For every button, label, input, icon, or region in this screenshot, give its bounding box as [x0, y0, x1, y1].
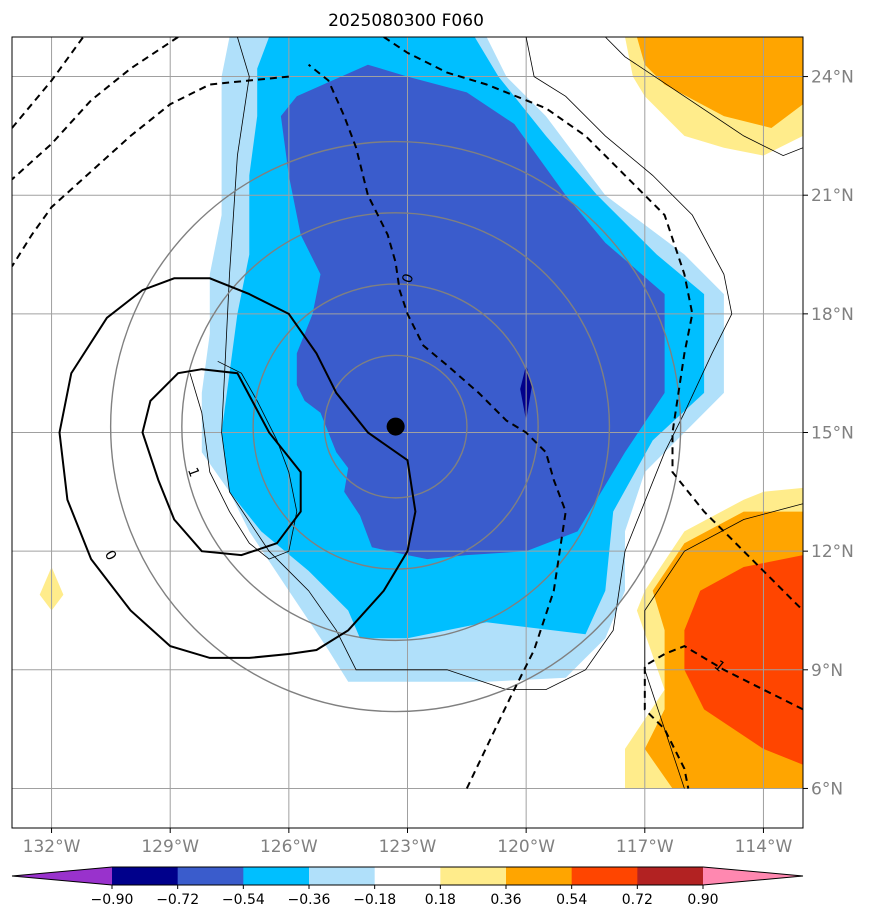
thin-outline-3: [189, 360, 298, 560]
contour-solid-0-1: [58, 277, 417, 659]
thin-outline-1: [605, 37, 803, 157]
colorbar-tick-label: −0.54: [222, 892, 265, 908]
colorbar-tick-label: −0.90: [91, 892, 134, 908]
colorbar-swatch: [374, 867, 441, 885]
range-circle-600km: [181, 212, 611, 642]
colorbar-tick-label: 0.18: [425, 892, 456, 908]
y-tick-label: 6°N: [811, 779, 843, 799]
contour-dashed--1-5: [12, 37, 179, 181]
x-tick-label: 123°W: [379, 837, 437, 857]
y-tick-label: 12°N: [811, 542, 854, 562]
colorbar-tick-label: −0.72: [156, 892, 199, 908]
region--0.72-2: [280, 64, 665, 560]
y-axis-ticks: 6°N 9°N 12°N 15°N 18°N 21°N 24°N: [803, 68, 854, 799]
colorbar-tick-label: 0.54: [556, 892, 587, 908]
colorbar-swatch: [177, 867, 244, 885]
contour-dashed-0-2: [307, 63, 567, 789]
colorbar-swatch: [112, 867, 179, 885]
colorbar-swatch: [637, 867, 704, 885]
colorbar-extend-max: [703, 867, 803, 885]
x-tick-label: 132°W: [23, 837, 81, 857]
colorbar-tick-label: −0.18: [353, 892, 396, 908]
y-tick-label: 9°N: [811, 661, 843, 681]
range-circle-800km: [109, 140, 682, 713]
x-axis-ticks: 132°W 129°W 126°W 123°W 120°W 117°W 114°W: [23, 828, 793, 857]
colorbar-swatch: [440, 867, 507, 885]
contour-lines: [12, 37, 803, 789]
colorbar-tick-label: 0.72: [622, 892, 653, 908]
contour-dashed--1-6: [383, 37, 803, 612]
y-tick-label: 18°N: [811, 305, 854, 325]
x-tick-label: 129°W: [141, 837, 199, 857]
contour-dashed--1-3: [12, 75, 289, 267]
thin-outlines: [189, 37, 803, 789]
chart-title: 2025080300 F060: [328, 11, 484, 31]
y-tick-label: 21°N: [811, 186, 854, 206]
colorbar-swatch: [243, 867, 310, 885]
contour-solid-1-0: [141, 368, 302, 557]
colorbar-swatch: [571, 867, 638, 885]
region-0.54-5: [636, 37, 803, 128]
x-tick-label: 114°W: [735, 837, 793, 857]
colorbar-swatch: [309, 867, 376, 885]
x-tick-label: 126°W: [260, 837, 318, 857]
colorbar: −0.90 −0.72 −0.54 −0.36 −0.18 0.18 0.36 0.54 0.7…: [11, 866, 804, 908]
colorbar-swatch: [506, 867, 573, 885]
x-tick-label: 117°W: [616, 837, 674, 857]
x-tick-label: 120°W: [497, 837, 555, 857]
y-tick-label: 15°N: [811, 424, 854, 444]
storm-center-marker: [386, 417, 405, 436]
colorbar-tick-label: 0.36: [490, 892, 521, 908]
contour-dashed--1-4: [12, 37, 85, 129]
thin-outline-0: [221, 37, 733, 690]
colorbar-extend-min: [12, 867, 112, 885]
colorbar-tick-label: 0.90: [687, 892, 718, 908]
region-0.72-8: [684, 555, 803, 765]
range-circle-200km: [323, 354, 468, 499]
colorbar-tick-label: −0.36: [288, 892, 331, 908]
contour-dashed-1-7: [643, 644, 803, 789]
thin-outline-2: [644, 503, 803, 789]
y-tick-label: 24°N: [811, 68, 854, 88]
